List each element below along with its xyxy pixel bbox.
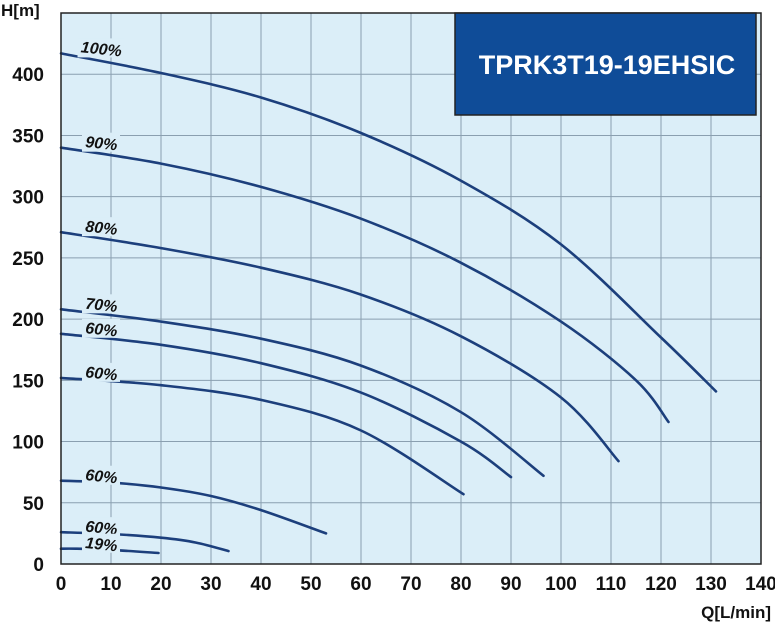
x-tick-labels: 0 10 20 30 40 50 60 70 80 90 100 110 120 130 140 xyxy=(56,574,775,595)
series-label-bg xyxy=(81,362,121,382)
x-tick-label: 0 xyxy=(56,574,67,595)
series-label-bg xyxy=(81,517,121,537)
series-line-3 xyxy=(59,308,545,478)
series-label-5: 60% xyxy=(84,364,118,384)
chart-title-box xyxy=(454,12,757,116)
x-tick-label: 40 xyxy=(250,574,271,595)
x-tick-label: 140 xyxy=(745,574,775,595)
pump-curves xyxy=(59,52,718,555)
y-tick-label: 250 xyxy=(12,249,44,270)
series-label-8: 19% xyxy=(84,535,118,555)
series-label-2: 80% xyxy=(84,219,118,239)
series-line-5 xyxy=(59,376,465,496)
series-label-bg xyxy=(81,465,121,485)
y-axis-title: H[m] xyxy=(1,1,40,20)
y-tick-label: 50 xyxy=(23,494,44,515)
series-label-6: 60% xyxy=(84,467,118,487)
series-label-4: 60% xyxy=(84,320,118,340)
x-tick-label: 110 xyxy=(596,574,627,595)
y-tick-label: 0 xyxy=(33,555,44,576)
x-tick-label: 60 xyxy=(350,574,371,595)
x-axis-title: Q[L/min] xyxy=(701,603,771,622)
series-line-0 xyxy=(59,52,718,393)
plot-frame xyxy=(60,12,762,565)
x-tick-label: 20 xyxy=(150,574,171,595)
curve-labels: 100%90%80%70%60%60%60%60%19% xyxy=(77,38,125,555)
series-label-bg xyxy=(81,132,121,152)
y-tick-label: 400 xyxy=(12,65,44,86)
x-tick-label: 90 xyxy=(500,574,521,595)
series-label-bg xyxy=(77,38,125,58)
series-label-bg xyxy=(81,533,121,553)
y-tick-label: 350 xyxy=(12,126,44,147)
series-label-0: 100% xyxy=(80,39,122,60)
series-label-bg xyxy=(81,294,121,314)
series-label-bg xyxy=(81,318,121,338)
x-tick-label: 80 xyxy=(450,574,471,595)
x-tick-label: 30 xyxy=(200,574,221,595)
chart-title: TPRK3T19-19EHSIC xyxy=(479,50,736,80)
series-label-3: 70% xyxy=(84,296,118,316)
series-line-2 xyxy=(59,230,620,463)
series-line-4 xyxy=(59,332,513,479)
x-tick-label: 70 xyxy=(400,574,421,595)
x-tick-label: 120 xyxy=(645,574,677,595)
x-tick-label: 100 xyxy=(545,574,577,595)
series-line-1 xyxy=(59,146,670,424)
y-tick-label: 200 xyxy=(12,310,44,331)
y-tick-label: 100 xyxy=(12,433,44,454)
x-tick-label: 130 xyxy=(695,574,727,595)
x-tick-label: 10 xyxy=(100,574,121,595)
series-label-bg xyxy=(81,217,121,237)
x-tick-label: 50 xyxy=(300,574,321,595)
y-tick-labels: 0 50 100 150 200 250 300 350 400 xyxy=(12,65,44,576)
y-tick-label: 300 xyxy=(12,188,44,209)
y-tick-label: 150 xyxy=(12,371,44,392)
series-label-1: 90% xyxy=(84,134,118,154)
